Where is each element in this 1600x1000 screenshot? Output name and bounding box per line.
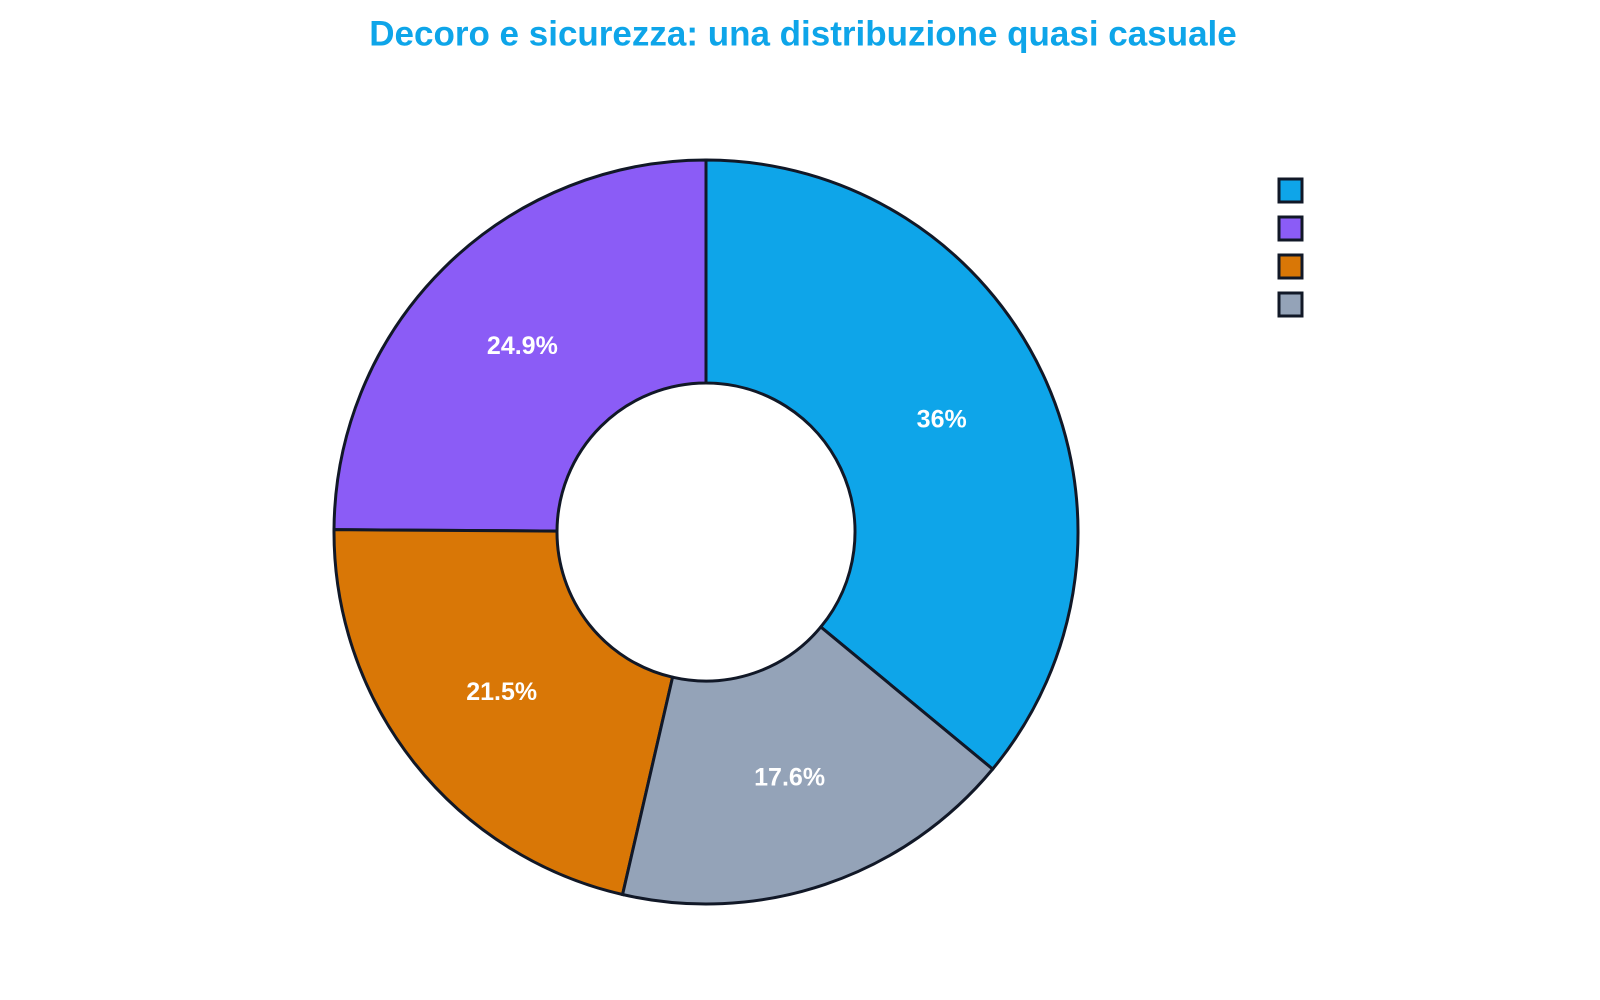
slice-label: 24.9% <box>487 332 558 360</box>
slice-label: 36% <box>917 406 967 434</box>
slice <box>620 624 995 906</box>
slice-label: 21.5% <box>466 678 537 706</box>
slice <box>704 158 1080 772</box>
legend-swatch <box>1277 215 1304 242</box>
slice <box>332 158 708 533</box>
slice <box>332 528 675 897</box>
chart-title: Decoro e sicurezza: una distribuzione qu… <box>369 14 1236 53</box>
legend-swatch <box>1277 253 1304 280</box>
slice-label: 17.6% <box>754 763 825 791</box>
legend-swatch <box>1277 291 1304 318</box>
legend-swatch <box>1277 177 1304 204</box>
